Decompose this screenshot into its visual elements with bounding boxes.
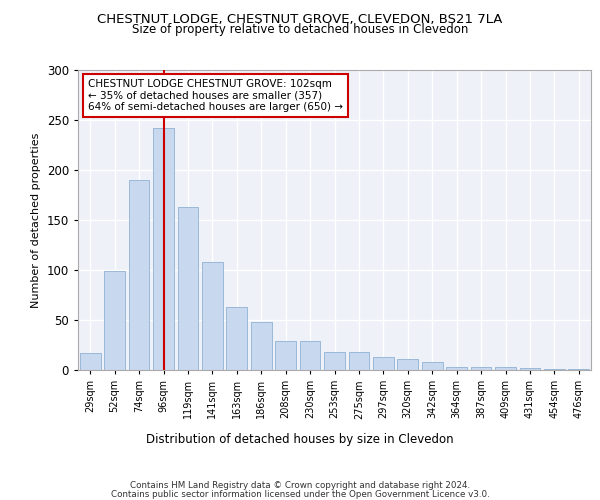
Bar bbox=[349, 352, 370, 370]
Bar bbox=[275, 341, 296, 370]
Bar bbox=[568, 369, 589, 370]
Text: CHESTNUT LODGE, CHESTNUT GROVE, CLEVEDON, BS21 7LA: CHESTNUT LODGE, CHESTNUT GROVE, CLEVEDON… bbox=[97, 12, 503, 26]
Bar bbox=[422, 362, 443, 370]
Bar bbox=[544, 369, 565, 370]
Text: Contains HM Land Registry data © Crown copyright and database right 2024.: Contains HM Land Registry data © Crown c… bbox=[130, 481, 470, 490]
Bar bbox=[128, 180, 149, 370]
Bar bbox=[202, 262, 223, 370]
Text: Distribution of detached houses by size in Clevedon: Distribution of detached houses by size … bbox=[146, 432, 454, 446]
Bar bbox=[397, 359, 418, 370]
Bar bbox=[470, 367, 491, 370]
Bar bbox=[495, 367, 516, 370]
Bar bbox=[520, 368, 541, 370]
Text: CHESTNUT LODGE CHESTNUT GROVE: 102sqm
← 35% of detached houses are smaller (357): CHESTNUT LODGE CHESTNUT GROVE: 102sqm ← … bbox=[88, 79, 343, 112]
Bar bbox=[80, 353, 101, 370]
Bar bbox=[104, 271, 125, 370]
Text: Contains public sector information licensed under the Open Government Licence v3: Contains public sector information licen… bbox=[110, 490, 490, 499]
Y-axis label: Number of detached properties: Number of detached properties bbox=[31, 132, 41, 308]
Bar bbox=[178, 207, 199, 370]
Bar bbox=[299, 341, 320, 370]
Bar bbox=[324, 352, 345, 370]
Bar bbox=[446, 367, 467, 370]
Text: Size of property relative to detached houses in Clevedon: Size of property relative to detached ho… bbox=[132, 22, 468, 36]
Bar bbox=[251, 322, 272, 370]
Bar bbox=[153, 128, 174, 370]
Bar bbox=[226, 307, 247, 370]
Bar bbox=[373, 357, 394, 370]
